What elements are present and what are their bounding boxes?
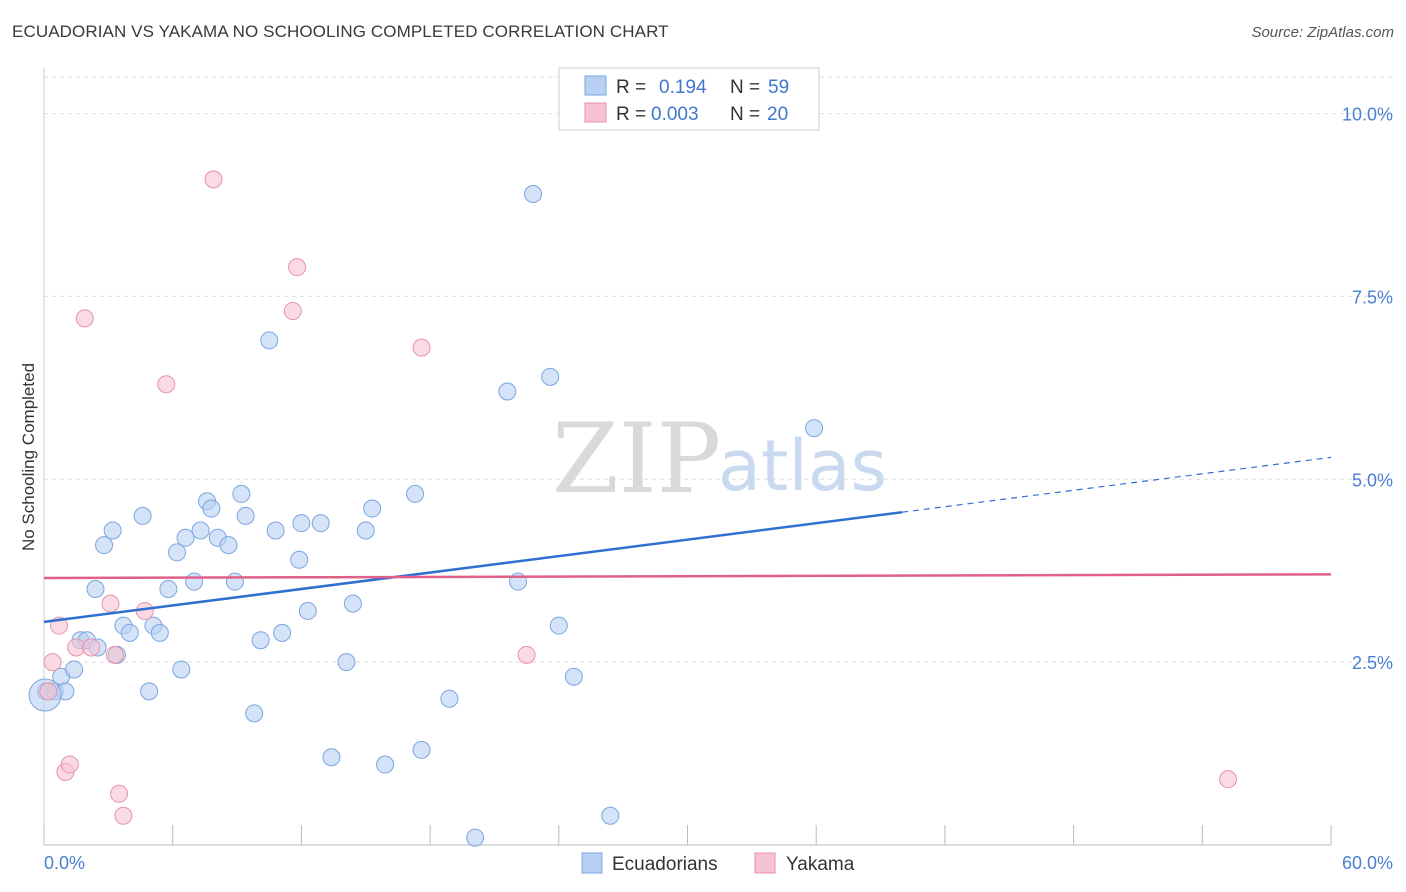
yakama-point (101, 594, 120, 613)
ecuadorians-point (245, 704, 264, 723)
ecuadorians-point (322, 748, 341, 767)
ecuadorians-point (176, 528, 195, 547)
yakama-point (204, 170, 223, 189)
ecuadorians-point (337, 653, 356, 672)
ecuadorians-point (601, 806, 620, 825)
ecuadorians-point (524, 185, 543, 204)
watermark: ZIP atlas (552, 403, 887, 515)
ecuadorians-point (376, 755, 395, 774)
y-tick-labels: 2.5% 5.0% 7.5% 10.0% (1342, 105, 1393, 674)
source-credit: Source: ZipAtlas.com (1251, 24, 1394, 41)
yakama-point (39, 682, 58, 701)
y-tick-label-2: 7.5% (1352, 287, 1393, 307)
ecuadorians-point (356, 521, 375, 540)
ecuadorians-point (185, 572, 204, 591)
legend-n-label-2: N = (730, 104, 760, 125)
ecuadorians-point (298, 601, 317, 620)
ecuadorians-point (95, 536, 114, 555)
ecuadorians-point (225, 572, 244, 591)
yakama-point (1219, 770, 1238, 789)
ecuadorians-point (805, 419, 824, 438)
y-tick-label-0: 2.5% (1352, 653, 1393, 673)
yakama-point (110, 784, 129, 803)
yakama-point (157, 375, 176, 394)
ecuadorians-point (86, 580, 105, 598)
legend-r-label-2: R = (616, 104, 646, 125)
legend-r-value-2: 0.003 (651, 104, 699, 125)
watermark-zip-text: ZIP (552, 403, 721, 515)
x-tick-label-max: 60.0% (1342, 853, 1393, 873)
ecuadorians-point (412, 740, 431, 759)
x-tick-label-min: 0.0% (44, 853, 85, 873)
ecuadorians-point (251, 631, 270, 650)
ecuadorians-point (273, 623, 292, 642)
yakama-point (75, 309, 94, 328)
ecuadorians-point (232, 484, 251, 503)
ecuadorians-point (260, 331, 279, 350)
ecuadorians-point (466, 828, 485, 847)
ecuadorians-points (28, 185, 824, 847)
ecuadorians-point (498, 382, 517, 401)
y-tick-label-1: 5.0% (1352, 470, 1393, 490)
ecuadorians-point (343, 594, 362, 613)
ecuadorians-point (549, 616, 568, 635)
trend-lines (43, 456, 1332, 624)
series-label-yakama: Yakama (786, 854, 855, 875)
ecuadorians-point (150, 623, 169, 642)
series-legend: Ecuadorians Yakama (581, 852, 855, 875)
legend-r-value-1: 0.194 (659, 77, 707, 98)
ecuadorians-point (133, 506, 152, 525)
ecuadorians-point (219, 536, 238, 555)
series-label-ecuadorians: Ecuadorians (612, 854, 718, 875)
series-swatch-yakama (754, 852, 776, 874)
ecuadorians-point (159, 580, 178, 598)
yakama-point (288, 258, 307, 277)
chart-title: ECUADORIAN VS YAKAMA NO SCHOOLING COMPLE… (12, 22, 669, 41)
watermark-atlas-text: atlas (718, 425, 887, 507)
ecuadorians-point (311, 514, 330, 533)
ecuadorians-point (266, 521, 285, 540)
yakama-point (105, 645, 124, 664)
ecuadorians-point (140, 682, 159, 701)
legend-r-label-1: R = (616, 77, 646, 98)
ecuadorians-point (172, 660, 191, 679)
series-swatch-ecuadorians (581, 852, 603, 874)
ecuadorians-point (541, 367, 560, 386)
yakama-point (517, 645, 536, 664)
yakama-point (114, 806, 133, 825)
yakama-point (283, 302, 302, 321)
yakama-point (60, 755, 79, 774)
ecuadorians-point (440, 689, 459, 708)
ecuadorians-point (167, 543, 186, 562)
yakama-point (43, 653, 62, 672)
ecuadorians-point (236, 506, 255, 525)
y-axis-label: No Schooling Completed (19, 363, 38, 551)
legend-swatch-pink (584, 102, 607, 123)
yakama-trend-line (43, 573, 1332, 580)
correlation-legend: R = 0.194 N = 59 R = 0.003 N = 20 (558, 67, 820, 131)
yakama-point (67, 638, 86, 657)
yakama-point (412, 338, 431, 357)
ecuadorians-point (564, 667, 583, 686)
ecuadorians-point (406, 484, 425, 503)
ecuadorians-point (65, 660, 84, 679)
ecuadorians-point (363, 499, 382, 518)
ecuadorians-point (191, 521, 210, 540)
ecuadorians-point (290, 550, 309, 569)
ecuadorians-point (202, 499, 221, 518)
ecuadorians-trend-extension (901, 456, 1332, 513)
legend-n-label-1: N = (730, 77, 760, 98)
legend-n-value-2: 20 (767, 104, 788, 125)
legend-swatch-blue (584, 75, 607, 96)
yakama-point (82, 638, 101, 657)
ecuadorians-point (103, 521, 122, 540)
y-tick-label-3: 10.0% (1342, 105, 1393, 125)
legend-n-value-1: 59 (768, 77, 789, 98)
ecuadorians-point (120, 623, 139, 642)
ecuadorians-point (292, 514, 311, 533)
axes (43, 68, 1332, 846)
ecuadorians-trend-line (43, 510, 903, 624)
